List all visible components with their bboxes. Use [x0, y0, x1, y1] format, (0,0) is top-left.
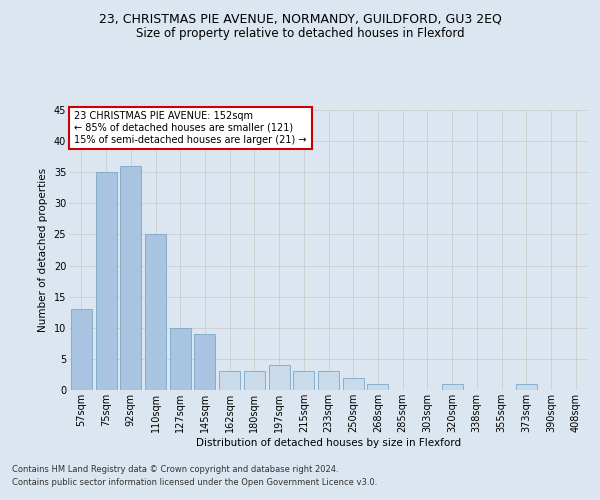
Text: 23, CHRISTMAS PIE AVENUE, NORMANDY, GUILDFORD, GU3 2EQ: 23, CHRISTMAS PIE AVENUE, NORMANDY, GUIL…: [98, 12, 502, 26]
Bar: [318, 372, 339, 390]
Bar: [244, 372, 265, 390]
Bar: [269, 365, 290, 390]
Y-axis label: Number of detached properties: Number of detached properties: [38, 168, 48, 332]
Bar: [293, 372, 314, 390]
Text: 23 CHRISTMAS PIE AVENUE: 152sqm
← 85% of detached houses are smaller (121)
15% o: 23 CHRISTMAS PIE AVENUE: 152sqm ← 85% of…: [74, 112, 307, 144]
Text: Size of property relative to detached houses in Flexford: Size of property relative to detached ho…: [136, 28, 464, 40]
Bar: [120, 166, 141, 390]
Bar: [194, 334, 215, 390]
Bar: [442, 384, 463, 390]
Bar: [95, 172, 116, 390]
Bar: [71, 309, 92, 390]
Bar: [145, 234, 166, 390]
Bar: [170, 328, 191, 390]
Bar: [219, 372, 240, 390]
Text: Contains public sector information licensed under the Open Government Licence v3: Contains public sector information licen…: [12, 478, 377, 487]
Bar: [343, 378, 364, 390]
Bar: [516, 384, 537, 390]
Bar: [367, 384, 388, 390]
Text: Contains HM Land Registry data © Crown copyright and database right 2024.: Contains HM Land Registry data © Crown c…: [12, 466, 338, 474]
X-axis label: Distribution of detached houses by size in Flexford: Distribution of detached houses by size …: [196, 438, 461, 448]
